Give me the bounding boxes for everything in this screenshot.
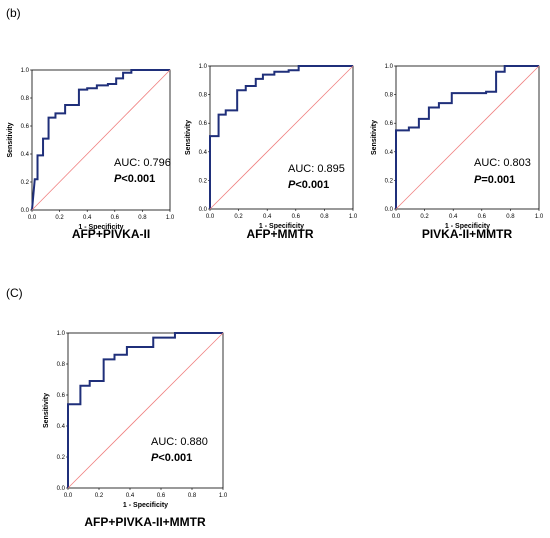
plot-frame (31, 69, 171, 211)
p-value: P<0.001 (288, 179, 329, 191)
x-tick-label: 0.6 (478, 214, 487, 220)
x-tick-label: 0.2 (420, 214, 429, 220)
auc-value: AUC: 0.803 (474, 157, 531, 169)
y-tick-label: 0.0 (385, 207, 394, 213)
y-tick-label: 0.6 (385, 121, 394, 127)
panel-label-c: (C) (6, 286, 23, 300)
chart-title-4: AFP+PIVKA-II+MMTR (84, 515, 206, 529)
roc-chart-4: 0.0 0.2 0.4 0.6 0.8 1.0 0.0 0.2 0.4 0.6 0.8 1.0 1 - … (43, 331, 228, 509)
p-threshold: <0.001 (295, 179, 329, 191)
auc-value: AUC: 0.880 (151, 436, 208, 448)
reference-line (31, 69, 171, 211)
y-tick-label: 0.0 (21, 208, 30, 214)
x-tick-label: 0.4 (126, 493, 135, 499)
x-tick-label: 1.0 (535, 214, 544, 220)
x-tick-label: 0.8 (506, 214, 515, 220)
x-tick-label: 0.8 (188, 493, 197, 499)
p-symbol: P (151, 452, 159, 464)
x-tick-label: 1.0 (219, 493, 228, 499)
y-tick-label: 0.2 (199, 178, 208, 184)
roc-curve (395, 65, 539, 209)
p-threshold: <0.001 (158, 452, 192, 464)
x-tick-label: 0.6 (292, 214, 301, 220)
x-axis-label: 1 - Specificity (259, 223, 304, 230)
y-tick-label: 1.0 (199, 64, 208, 70)
p-value: P<0.001 (114, 173, 155, 185)
y-axis-label: Sensitivity (43, 393, 50, 428)
y-tick-label: 1.0 (57, 331, 66, 337)
y-tick-label: 0.8 (199, 93, 208, 99)
y-axis-label: Sensitivity (7, 122, 14, 157)
x-tick-label: 0.2 (234, 214, 243, 220)
x-axis-label: 1 - Specificity (445, 223, 490, 230)
x-tick-label: 1.0 (166, 215, 175, 221)
y-axis-label: Sensitivity (185, 120, 192, 155)
y-tick-label: 0.2 (385, 178, 394, 184)
y-tick-label: 0.2 (57, 455, 66, 461)
y-tick-label: 0.4 (199, 150, 208, 156)
x-tick-label: 0.6 (111, 215, 120, 221)
y-tick-label: 0.6 (57, 393, 66, 399)
reference-line (67, 332, 224, 489)
y-tick-label: 0.0 (199, 207, 208, 213)
auc-value: AUC: 0.796 (114, 157, 171, 169)
p-threshold: <0.001 (121, 173, 155, 185)
x-tick-label: 0.0 (64, 493, 73, 499)
panel-label-b: (b) (6, 6, 21, 20)
x-tick-label: 0.8 (138, 215, 147, 221)
reference-line (395, 65, 540, 210)
x-tick-label: 0.2 (95, 493, 104, 499)
p-threshold: =0.001 (481, 174, 515, 186)
y-tick-label: 0.6 (199, 121, 208, 127)
x-tick-label: 0.4 (83, 215, 92, 221)
p-value: P<0.001 (151, 452, 192, 464)
y-tick-label: 1.0 (21, 68, 30, 74)
x-axis-label: 1 - Specificity (123, 502, 168, 509)
x-tick-label: 0.6 (157, 493, 166, 499)
y-tick-label: 1.0 (385, 64, 394, 70)
x-axis-label: 1 - Specificity (78, 224, 123, 231)
roc-curve (67, 332, 223, 488)
p-value: P=0.001 (474, 174, 515, 186)
x-tick-label: 0.0 (392, 214, 401, 220)
x-tick-label: 0.0 (28, 215, 37, 221)
chart-title-2: AFP+MMTR (246, 227, 314, 241)
x-tick-label: 0.4 (263, 214, 272, 220)
y-tick-label: 0.4 (385, 150, 394, 156)
x-tick-label: 0.0 (206, 214, 215, 220)
reference-line (209, 65, 354, 210)
y-tick-label: 0.8 (57, 362, 66, 368)
roc-chart-3: 0.0 0.2 0.4 0.6 0.8 1.0 0.0 0.2 0.4 0.6 0.8 1.0 1 - … (371, 64, 544, 230)
y-axis-label: Sensitivity (371, 120, 378, 155)
y-tick-label: 0.8 (21, 96, 30, 102)
chart-title-3: PIVKA-II+MMTR (421, 227, 513, 241)
p-symbol: P (288, 179, 296, 191)
chart-title-1: AFP+PIVKA-II (71, 227, 151, 241)
p-symbol: P (474, 174, 482, 186)
roc-chart-2: 0.0 0.2 0.4 0.6 0.8 1.0 0.0 0.2 0.4 0.6 0.8 1.0 1 - … (185, 64, 358, 230)
y-tick-label: 0.8 (385, 93, 394, 99)
y-tick-label: 0.0 (57, 486, 66, 492)
roc-chart-1: 0.0 0.2 0.4 0.6 0.8 1.0 0.0 0.2 0.4 0.6 0.8 1.0 1 - … (7, 68, 175, 231)
p-symbol: P (114, 173, 122, 185)
y-tick-label: 0.4 (57, 424, 66, 430)
x-tick-label: 0.2 (55, 215, 64, 221)
y-tick-label: 0.6 (21, 124, 30, 130)
roc-curve (31, 69, 170, 211)
x-tick-label: 0.4 (449, 214, 458, 220)
y-tick-label: 0.2 (21, 180, 30, 186)
auc-value: AUC: 0.895 (288, 163, 345, 175)
x-tick-label: 1.0 (349, 214, 358, 220)
y-tick-label: 0.4 (21, 152, 30, 158)
roc-curve (209, 65, 353, 209)
x-tick-label: 0.8 (320, 214, 329, 220)
